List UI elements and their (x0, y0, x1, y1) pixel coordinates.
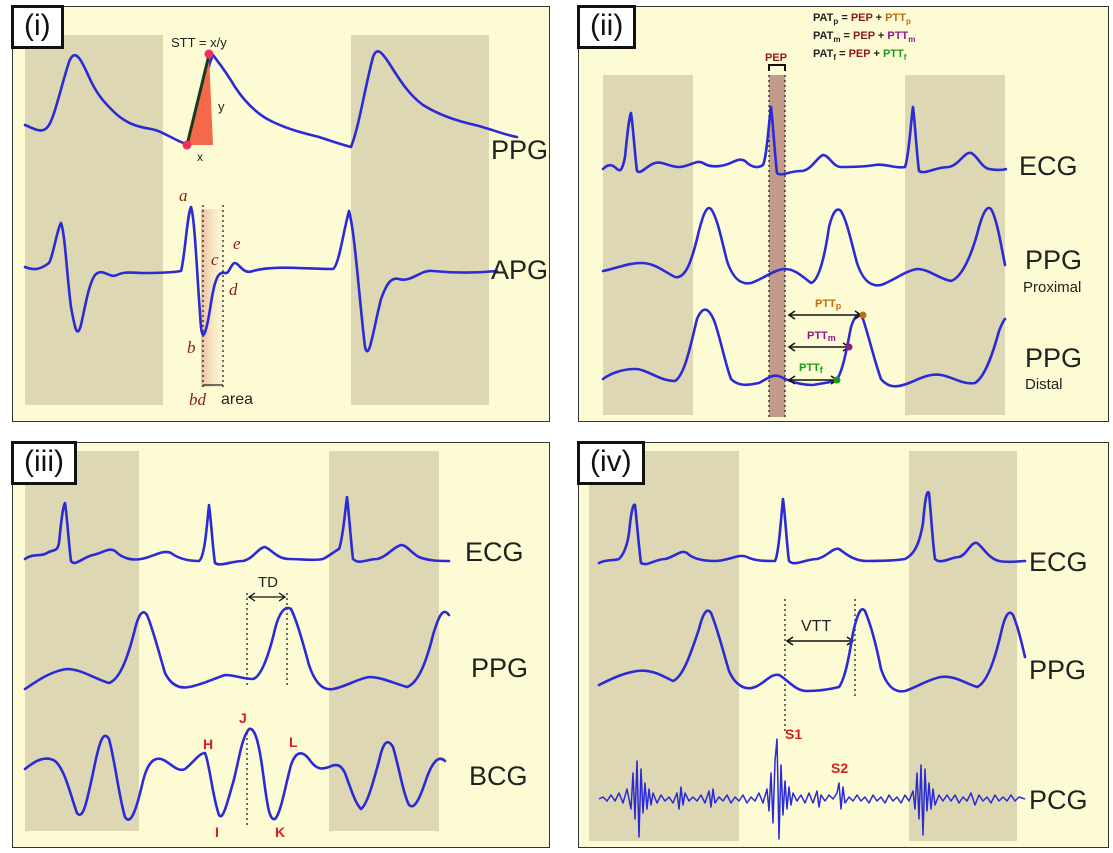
bcg-wave-labels: H I J K L (203, 710, 298, 840)
ecg-trace (23, 495, 451, 566)
ppg-trace (597, 608, 1027, 693)
panel-ii-figure: PEP PATp = PEP + PTTp PATm = PEP + PTTm … (601, 12, 1082, 417)
signal-label-ppg-proximal: PPG (1025, 245, 1082, 275)
panel-i: STT = x/y y x PPG a b c d e bd area APG … (11, 5, 550, 422)
signal-label-ecg: ECG (465, 537, 524, 567)
bcg-wave-l: L (289, 734, 298, 750)
apg-point-b: b (187, 338, 196, 357)
shade-band-left (589, 451, 739, 841)
apg-trace (23, 205, 499, 353)
signal-label-apg: APG (491, 255, 548, 285)
pat-equations: PATp = PEP + PTTp PATm = PEP + PTTm PATf… (813, 12, 915, 62)
equation-pat-m: PATm = PEP + PTTm (813, 30, 915, 44)
bcg-wave-i: I (215, 824, 219, 840)
panel-i-figure: STT = x/y y x PPG a b c d e bd area APG (23, 35, 548, 409)
signal-label-ppg: PPG (491, 135, 548, 165)
bd-label: bd (189, 390, 207, 409)
panel-label-iii: (iii) (11, 441, 77, 485)
shade-band-left (25, 35, 163, 405)
ptt-p-point (859, 311, 867, 319)
stt-x-label: x (197, 150, 203, 164)
vtt-label: VTT (801, 618, 831, 635)
signal-label-ppg-distal: PPG (1025, 343, 1082, 373)
stt-peak-point (204, 49, 214, 59)
apg-point-e: e (233, 234, 241, 253)
panel-label-i: (i) (11, 5, 64, 49)
apg-point-c: c (211, 250, 219, 269)
stt-slope-line (185, 54, 211, 146)
td-arrowheads (247, 592, 287, 602)
area-label: area (221, 391, 253, 408)
apg-point-d: d (229, 280, 238, 299)
pcg-s2-label: S2 (831, 760, 848, 776)
panel-iii: ECG TD PPG H I J K L BCG (iii) (11, 441, 550, 848)
vtt-arrowheads (785, 636, 855, 646)
bcg-wave-j: J (239, 710, 247, 726)
bcg-trace (23, 727, 447, 821)
pcg-sound-labels: S1 S2 (785, 726, 848, 776)
panel-label-ii: (ii) (577, 5, 637, 49)
apg-bd-area-shade (201, 209, 229, 387)
ecg-trace (597, 490, 1027, 566)
shade-band-left (25, 451, 139, 831)
signal-label-bcg: BCG (469, 761, 528, 791)
ppg-proximal-trace (601, 206, 1007, 287)
panel-iv-figure: ECG VTT PPG S1 S2 PCG (589, 451, 1088, 841)
pep-band (769, 75, 785, 417)
sub-label-distal: Distal (1025, 376, 1063, 393)
panel-label-iv: (iv) (577, 441, 645, 485)
apg-point-a: a (179, 186, 188, 205)
signal-label-ppg: PPG (471, 653, 528, 683)
ecg-trace (601, 105, 1008, 176)
ptt-m-label: PTTm (807, 330, 836, 343)
ptt-f-label: PTTf (799, 362, 824, 375)
shade-band-left (603, 75, 693, 415)
signal-label-ecg: ECG (1029, 547, 1088, 577)
ppg-trace (23, 50, 519, 149)
shade-band-right (351, 35, 489, 405)
sub-label-proximal: Proximal (1023, 279, 1081, 296)
ppg-distal-trace (601, 308, 1007, 388)
panel-ii: PEP PATp = PEP + PTTp PATm = PEP + PTTm … (577, 5, 1109, 422)
bcg-wave-k: K (275, 824, 285, 840)
shade-band-right (905, 75, 1005, 415)
equation-pat-f: PATf = PEP + PTTf (813, 48, 907, 62)
panel-iv: ECG VTT PPG S1 S2 PCG (iv) (577, 441, 1109, 848)
pcg-s1-label: S1 (785, 726, 802, 742)
ptt-arrows (787, 310, 863, 385)
td-label: TD (258, 574, 278, 591)
pep-bracket (768, 64, 786, 71)
signal-label-ecg: ECG (1019, 151, 1078, 181)
ppg-trace (23, 606, 451, 691)
signal-label-ppg: PPG (1029, 655, 1086, 685)
bcg-wave-h: H (203, 736, 213, 752)
panel-iii-figure: ECG TD PPG H I J K L BCG (23, 451, 528, 840)
stt-foot-point (182, 140, 192, 150)
ptt-p-label: PTTp (815, 298, 842, 311)
pep-label: PEP (765, 52, 787, 64)
ptt-f-point (833, 376, 841, 384)
stt-y-label: y (218, 99, 225, 114)
shade-band-right (329, 451, 439, 831)
equation-pat-p: PATp = PEP + PTTp (813, 12, 911, 26)
ptt-m-point (845, 343, 853, 351)
stt-formula: STT = x/y (171, 35, 227, 50)
pcg-trace (598, 738, 1026, 840)
signal-label-pcg: PCG (1029, 785, 1088, 815)
